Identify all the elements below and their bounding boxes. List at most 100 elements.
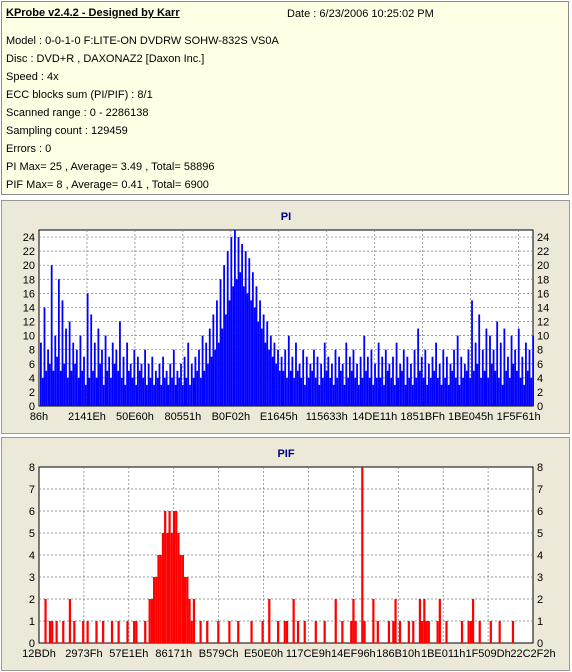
pi-bar — [284, 349, 287, 406]
pi-bar — [390, 377, 393, 406]
pi-bar — [291, 356, 294, 406]
model-line: Model : 0-0-1-0 F:LITE-ON DVDRW SOHW-832… — [6, 35, 279, 47]
pif-bar — [341, 621, 344, 643]
scan-date: Date : 6/23/2006 10:25:02 PM — [287, 8, 434, 20]
pif-bar — [68, 599, 72, 643]
pi-bar — [63, 363, 66, 406]
pif-bar — [261, 621, 264, 643]
pi-y-tick-right: 22 — [537, 246, 549, 258]
pi-bar — [483, 370, 486, 406]
pif-bar — [62, 621, 65, 643]
pi-bar — [300, 377, 303, 406]
pi-bar — [287, 335, 290, 406]
pi-bar — [194, 356, 197, 406]
pi-bar — [192, 377, 195, 406]
pi-bar — [512, 363, 515, 406]
pif-x-tick-label: 57E1Eh — [109, 648, 148, 660]
pi-bar — [212, 314, 215, 406]
pi-bar — [228, 300, 231, 406]
pif-y-tick-right: 4 — [537, 550, 543, 562]
pif-bar — [186, 577, 189, 643]
pif-y-tick-left: 4 — [29, 550, 35, 562]
pi-bar — [84, 384, 87, 406]
pi-bar — [68, 321, 71, 406]
pi-bar — [311, 370, 314, 406]
pi-bar — [293, 377, 296, 406]
pi-bar — [329, 377, 332, 406]
pi-bar — [180, 363, 182, 406]
pi-bar — [160, 384, 163, 406]
pif-bar — [436, 621, 439, 643]
pi-bar — [392, 356, 394, 406]
pi-bar — [530, 377, 533, 406]
pi-bar — [517, 328, 520, 406]
pi-bar — [516, 370, 518, 406]
pif-x-tick-label: 1BE011h — [421, 648, 465, 660]
pi-x-tick-label: B0F02h — [212, 411, 251, 423]
pi-bar — [198, 349, 200, 406]
pif-bar — [489, 621, 492, 643]
pi-y-tick-left: 20 — [23, 260, 35, 272]
pif-bar — [478, 621, 481, 643]
pi-bar — [251, 272, 254, 406]
pi-bar — [239, 272, 242, 406]
pi-bar — [338, 356, 340, 406]
pi-x-tick-label: 80551h — [165, 411, 202, 423]
pi-bar — [424, 349, 427, 406]
pi-bar — [399, 363, 402, 406]
pif-chart-title: PIF — [277, 448, 294, 460]
pif-x-tick-label: 117CE9h — [286, 648, 331, 660]
pi-bar — [56, 356, 58, 406]
pi-bar — [196, 370, 199, 406]
pi-bar — [102, 384, 105, 406]
pi-bar — [420, 356, 423, 406]
pi-bar — [216, 300, 218, 406]
pif-bar — [467, 621, 470, 643]
pi-bar — [431, 356, 434, 406]
pi-summary-line: PI Max= 25 , Average= 3.49 , Total= 5889… — [6, 161, 215, 173]
pif-bar — [168, 511, 171, 643]
pif-y-tick-right: 2 — [537, 594, 543, 606]
pi-bar — [494, 370, 497, 406]
pi-bar — [356, 363, 358, 406]
pif-bar — [471, 599, 475, 643]
pi-y-tick-right: 0 — [537, 401, 543, 413]
pi-bar — [282, 370, 285, 406]
pi-bar — [532, 335, 534, 406]
pi-bar — [169, 363, 172, 406]
pi-bar — [86, 293, 89, 406]
pi-bar — [359, 356, 362, 406]
pi-bar — [379, 377, 382, 406]
pi-bar — [50, 265, 53, 406]
pi-y-tick-left: 0 — [29, 401, 35, 413]
pi-y-tick-right: 8 — [537, 345, 543, 357]
pi-bar — [83, 356, 85, 406]
pi-bar — [304, 384, 306, 406]
pi-bar — [469, 377, 472, 406]
pi-bar — [347, 377, 349, 406]
pi-bar — [365, 370, 367, 406]
pi-bar — [66, 377, 69, 406]
pi-bar — [289, 370, 292, 406]
pi-y-tick-right: 4 — [537, 373, 543, 385]
pif-bar — [102, 621, 105, 643]
pi-x-tick-label: 1F5F61h — [497, 411, 541, 423]
pi-bar — [246, 293, 249, 406]
pi-bar — [332, 384, 335, 406]
pi-bar — [314, 377, 317, 406]
pif-bar — [217, 621, 220, 643]
pi-bar — [445, 356, 448, 406]
pi-bar — [352, 349, 355, 406]
pif-bar — [157, 555, 160, 643]
pi-bar — [454, 377, 457, 406]
pi-bar — [336, 377, 339, 406]
pif-bar — [188, 599, 191, 643]
pif-bar — [323, 621, 326, 643]
pi-bar — [417, 328, 420, 406]
pif-y-tick-right: 1 — [537, 616, 543, 628]
pi-bar — [471, 300, 473, 406]
pi-bar — [375, 377, 378, 406]
pi-bar — [47, 349, 49, 406]
scanned-range-line: Scanned range : 0 - 2286138 — [6, 107, 149, 119]
